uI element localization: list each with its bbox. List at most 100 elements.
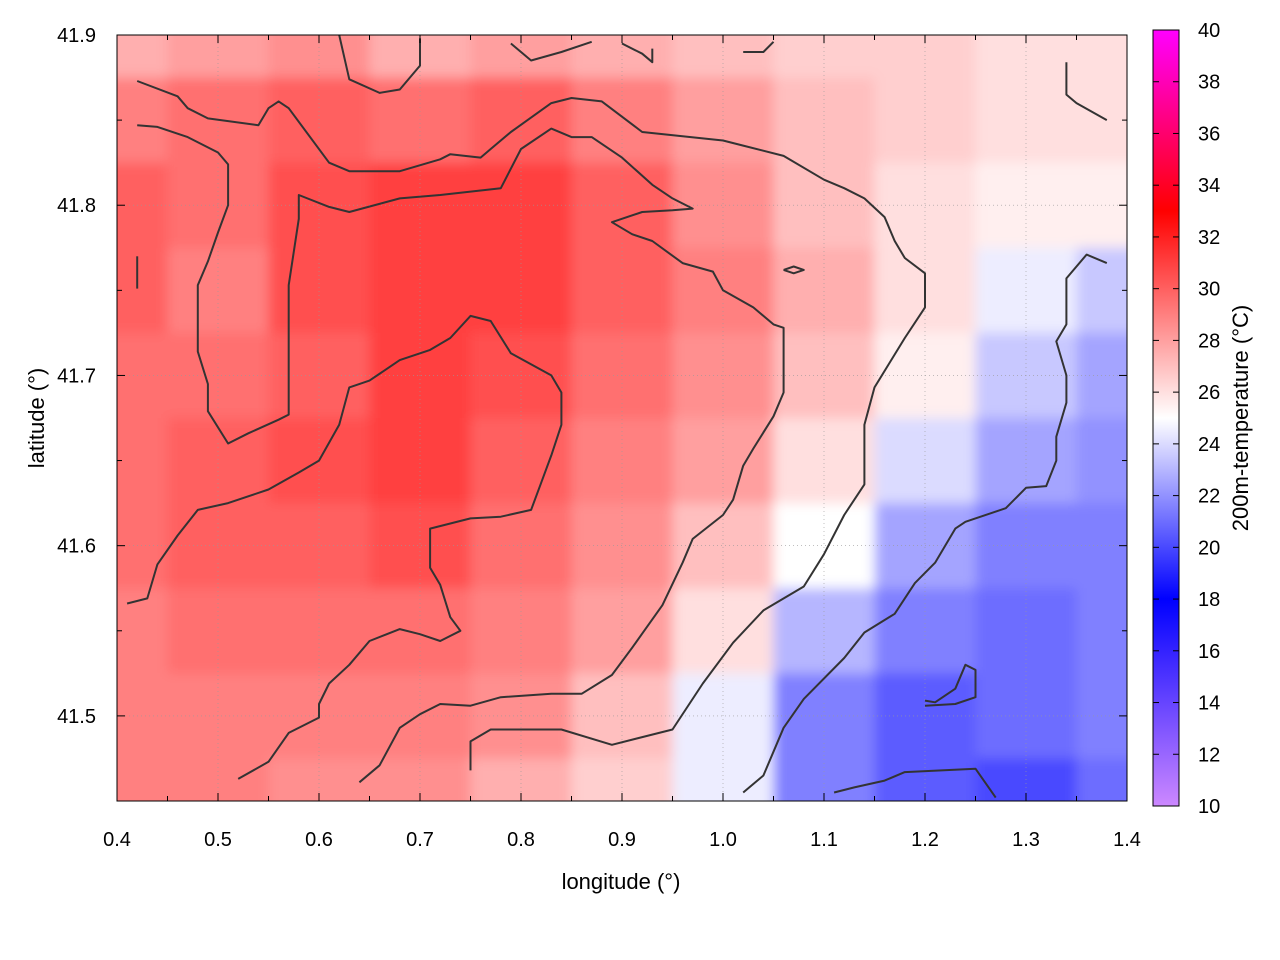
heatmap-cell xyxy=(117,588,169,675)
x-tick-label: 0.7 xyxy=(406,829,434,851)
colorbar-tick-label: 26 xyxy=(1198,382,1220,404)
colorbar-tick-label: 24 xyxy=(1198,434,1220,456)
x-tick-label: 0.6 xyxy=(305,829,333,851)
heatmap-cell xyxy=(773,162,876,249)
colorbar-gradient-bar xyxy=(1153,30,1179,806)
heatmap-cell xyxy=(369,332,472,419)
heatmap-cell xyxy=(874,418,977,505)
heatmap-cell xyxy=(571,162,674,249)
y-tick-label: 41.8 xyxy=(57,195,96,217)
heatmap-cell xyxy=(571,418,674,505)
heatmap-cell xyxy=(1076,673,1127,760)
heatmap-cell xyxy=(1076,162,1127,249)
colorbar-tick-label: 18 xyxy=(1198,589,1220,611)
x-tick-label: 1.4 xyxy=(1113,829,1141,851)
contour-line xyxy=(833,767,997,799)
x-tick-label: 0.9 xyxy=(608,829,636,851)
heatmap-cell xyxy=(773,332,876,419)
colorbar-frame xyxy=(1152,29,1180,807)
colorbar-tick-label: 36 xyxy=(1198,123,1220,145)
heatmap-cell xyxy=(470,588,573,675)
heatmap-cell xyxy=(975,162,1078,249)
heatmap-field xyxy=(117,35,1127,801)
heatmap-cell xyxy=(369,77,472,164)
y-tick-label: 41.7 xyxy=(57,365,96,387)
heatmap-cell xyxy=(975,332,1078,419)
contour-line xyxy=(621,42,654,64)
x-axis: 0.4 0.5 0.6 0.7 0.8 0.9 1.0 1.1 1.2 1.3 1.4 xyxy=(103,35,1141,851)
contour-line xyxy=(742,253,1108,794)
colorbar-tick-label: 10 xyxy=(1198,796,1220,818)
heatmap-cell xyxy=(975,247,1078,334)
heatmap-cell xyxy=(773,673,876,760)
colorbar-tick-label: 28 xyxy=(1198,330,1220,352)
heatmap-cell xyxy=(167,162,270,249)
heatmap-cell xyxy=(672,673,775,760)
colorbar-tick-label: 34 xyxy=(1198,175,1220,197)
heatmap-cell xyxy=(571,332,674,419)
heatmap-cell xyxy=(672,162,775,249)
heatmap-cell xyxy=(470,673,573,760)
heatmap-cell xyxy=(369,162,472,249)
heatmap-cell xyxy=(1076,758,1127,801)
heatmap-cell xyxy=(117,418,169,505)
heatmap-cell xyxy=(773,418,876,505)
heatmap-cell xyxy=(117,758,169,801)
heatmap-cell xyxy=(672,77,775,164)
heatmap-cell xyxy=(874,162,977,249)
heatmap-cell xyxy=(975,588,1078,675)
heatmap-cell xyxy=(268,247,371,334)
colorbar-tick-label: 30 xyxy=(1198,279,1220,301)
y-tick-label: 41.9 xyxy=(57,25,96,47)
heatmap-cell xyxy=(167,588,270,675)
contour-line xyxy=(743,41,775,53)
heatmap-cell xyxy=(369,503,472,590)
contour-line xyxy=(1065,62,1108,121)
heatmap-cell xyxy=(773,247,876,334)
contour-lines xyxy=(126,35,1108,799)
heatmap-cell xyxy=(1076,418,1127,505)
heatmap-cell xyxy=(672,418,775,505)
heatmap-cell xyxy=(1076,77,1127,164)
heatmap-cell xyxy=(369,418,472,505)
colorbar-tick-label: 32 xyxy=(1198,227,1220,249)
heatmap-cell xyxy=(470,77,573,164)
heatmap-cell xyxy=(117,332,169,419)
heatmap-cell xyxy=(369,588,472,675)
colorbar-ticks: 10 12 14 16 18 20 22 24 26 28 30 32 34 36 38 40 xyxy=(1153,20,1220,818)
heatmap-cell xyxy=(268,162,371,249)
contour-line xyxy=(924,663,977,707)
contour-line xyxy=(338,35,421,94)
contour-line xyxy=(510,40,593,62)
heatmap-cell xyxy=(268,588,371,675)
heatmap-cell xyxy=(117,503,169,590)
heatmap-cell xyxy=(369,247,472,334)
contour-line xyxy=(783,265,805,275)
y-axis-label: latitude (°) xyxy=(24,368,49,469)
heatmap-cell xyxy=(117,247,169,334)
grid-lines xyxy=(117,35,1127,801)
heatmap-cell xyxy=(470,162,573,249)
heatmap-cell xyxy=(167,503,270,590)
x-tick-label: 0.8 xyxy=(507,829,535,851)
heatmap-cell xyxy=(773,588,876,675)
heatmap-cell xyxy=(1076,588,1127,675)
x-tick-label: 1.3 xyxy=(1012,829,1040,851)
heatmap-cell xyxy=(773,77,876,164)
heatmap-cell xyxy=(117,77,169,164)
heatmap-cell xyxy=(672,503,775,590)
heatmap-cell xyxy=(1076,247,1127,334)
heatmap-cell xyxy=(571,503,674,590)
colorbar-tick-label: 22 xyxy=(1198,486,1220,508)
heatmap-cell xyxy=(167,247,270,334)
contour-line xyxy=(137,124,785,784)
x-tick-label: 1.2 xyxy=(911,829,939,851)
heatmap-cell xyxy=(571,77,674,164)
x-axis-label: longitude (°) xyxy=(562,869,681,894)
heatmap-cell xyxy=(571,247,674,334)
colorbar-tick-label: 16 xyxy=(1198,641,1220,663)
heatmap-cell xyxy=(773,503,876,590)
heatmap-cell xyxy=(470,247,573,334)
heatmap-cell xyxy=(117,35,169,79)
